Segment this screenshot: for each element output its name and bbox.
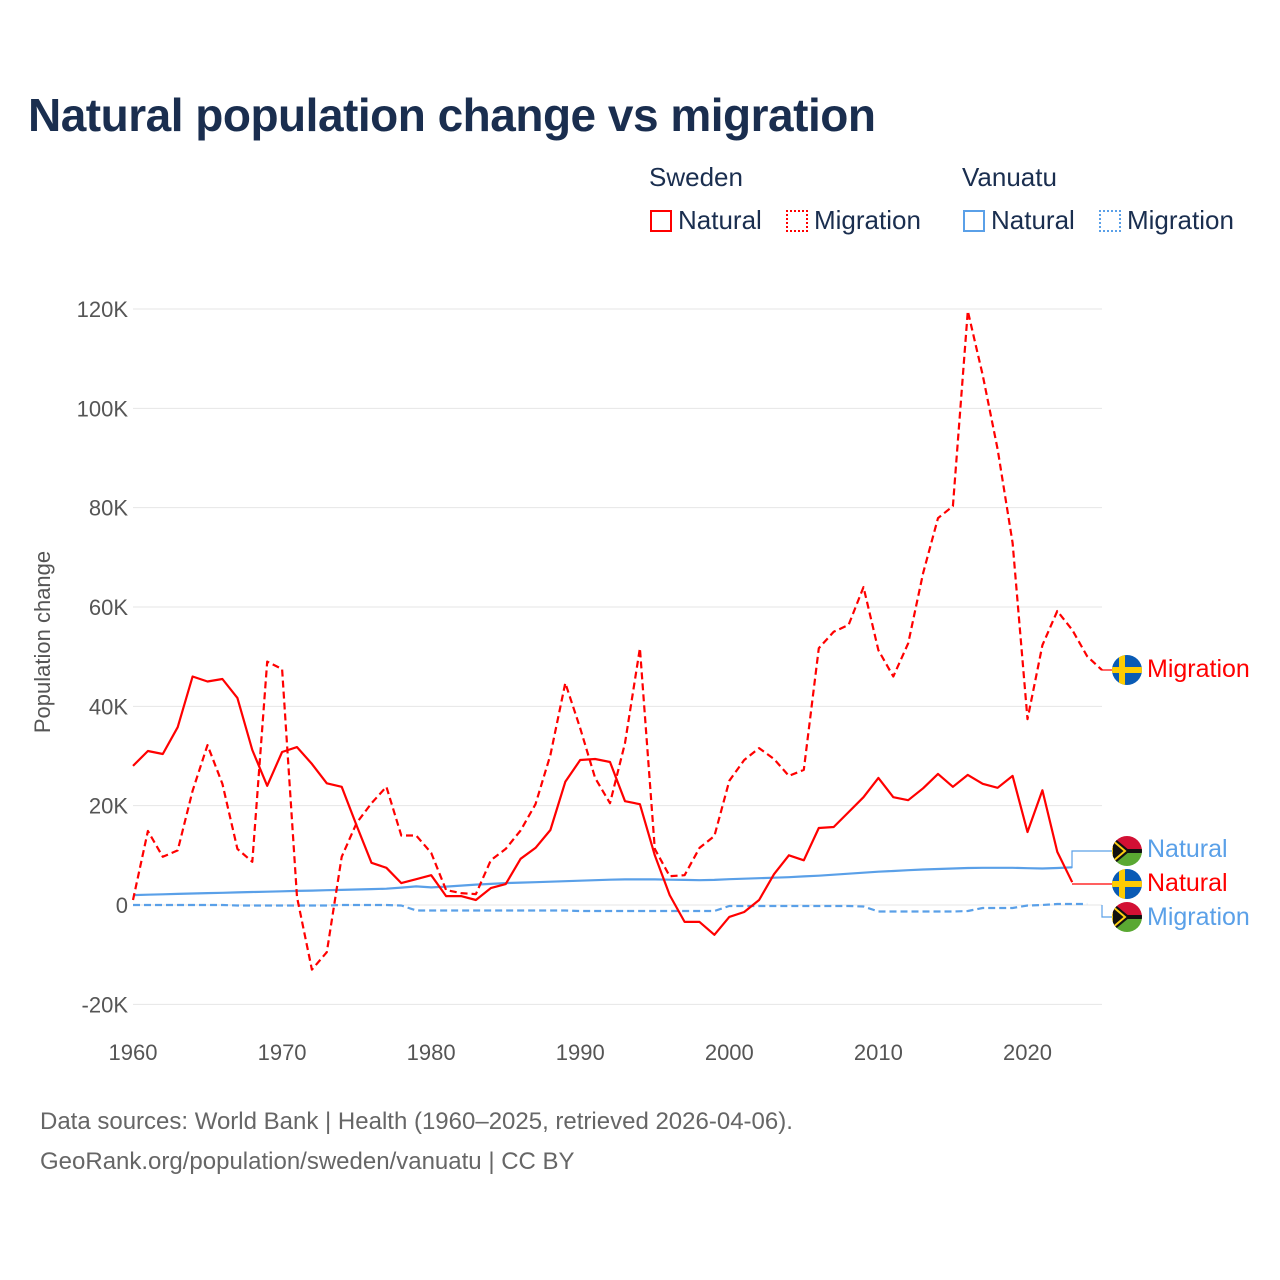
x-tick-label: 2000 bbox=[705, 1040, 754, 1065]
y-tick-label: 80K bbox=[89, 496, 128, 521]
end-label-sweden-natural: Natural bbox=[1147, 869, 1228, 897]
legend-label: Natural bbox=[991, 205, 1075, 235]
y-tick-label: 120K bbox=[77, 297, 129, 322]
end-label-sweden-migration: Migration bbox=[1147, 655, 1250, 683]
legend-sweden-natural[interactable]: Natural bbox=[650, 205, 762, 236]
x-tick-label: 1980 bbox=[407, 1040, 456, 1065]
end-label-vanuatu-natural: Natural bbox=[1147, 835, 1228, 863]
x-tick-label: 1990 bbox=[556, 1040, 605, 1065]
end-label-vanuatu-migration: Migration bbox=[1147, 903, 1250, 931]
y-tick-label: 100K bbox=[77, 396, 129, 421]
dotted-swatch-icon bbox=[1099, 209, 1121, 232]
series-line-sweden-migration[interactable] bbox=[131, 309, 1103, 971]
footer-sources: Data sources: World Bank | Health (1960–… bbox=[40, 1108, 793, 1135]
solid-swatch-icon bbox=[650, 209, 672, 232]
chart-title: Natural population change vs migration bbox=[28, 89, 876, 141]
y-tick-label: 20K bbox=[89, 794, 128, 819]
legend-group-vanuatu: Vanuatu bbox=[962, 162, 1057, 192]
x-tick-label: 2020 bbox=[1003, 1040, 1052, 1065]
series-line-vanuatu-natural[interactable] bbox=[132, 866, 1073, 897]
legend-group-sweden: Sweden bbox=[649, 162, 743, 192]
legend-label: Migration bbox=[1127, 205, 1234, 235]
connector-vanuatu-migration bbox=[1101, 905, 1112, 918]
y-axis-label: Population change bbox=[30, 551, 55, 733]
legend-sweden-migration[interactable]: Migration bbox=[786, 205, 921, 236]
footer-link[interactable]: GeoRank.org/population/sweden/vanuatu | … bbox=[40, 1148, 575, 1175]
sweden-flag-icon bbox=[1112, 655, 1142, 685]
series-line-sweden-natural[interactable] bbox=[132, 675, 1074, 936]
vanuatu-flag-icon bbox=[1112, 836, 1142, 866]
sweden-flag-icon bbox=[1112, 869, 1142, 899]
y-tick-label: 40K bbox=[89, 694, 128, 719]
y-tick-label: 60K bbox=[89, 595, 128, 620]
dotted-swatch-icon bbox=[786, 209, 808, 232]
legend-vanuatu-natural[interactable]: Natural bbox=[963, 205, 1075, 236]
x-tick-label: 2010 bbox=[854, 1040, 903, 1065]
legend-vanuatu-migration[interactable]: Migration bbox=[1099, 205, 1234, 236]
y-tick-label: 0 bbox=[116, 893, 128, 918]
solid-swatch-icon bbox=[963, 209, 985, 232]
legend-label: Natural bbox=[678, 205, 762, 235]
vanuatu-flag-icon bbox=[1112, 902, 1142, 932]
y-tick-label: -20K bbox=[82, 992, 129, 1017]
series-line-vanuatu-migration[interactable] bbox=[133, 902, 1088, 913]
legend-label: Migration bbox=[814, 205, 921, 235]
x-tick-label: 1970 bbox=[258, 1040, 307, 1065]
connector-vanuatu-natural bbox=[1071, 850, 1112, 868]
x-tick-label: 1960 bbox=[109, 1040, 158, 1065]
